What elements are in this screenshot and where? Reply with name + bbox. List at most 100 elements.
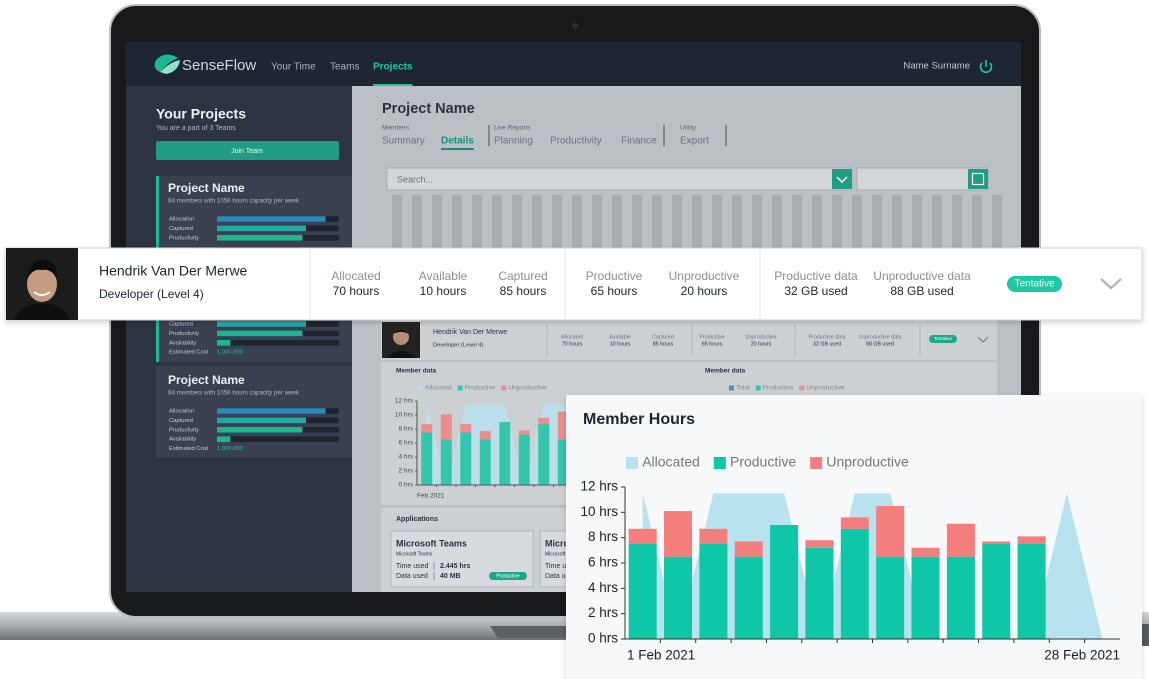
- stat-label-small: Unproductive data: [859, 334, 902, 340]
- project-name: Project Name: [168, 373, 245, 387]
- y-tick-label: 10 hrs: [395, 412, 414, 419]
- stat-value-small: 85 hours: [653, 341, 674, 347]
- bar-segment: [1017, 536, 1046, 544]
- bar-segment: [557, 411, 569, 440]
- calendar-button[interactable]: [968, 169, 988, 189]
- brand: SenseFlow: [182, 57, 256, 74]
- legend-swatch: [799, 385, 805, 391]
- status-pill: [1007, 276, 1062, 292]
- y-tick-label: 12 hrs: [395, 398, 414, 405]
- tab[interactable]: Details: [441, 136, 474, 147]
- metric-bar: [217, 427, 303, 433]
- page-title: Project Name: [382, 101, 475, 117]
- stripe: [952, 195, 962, 248]
- y-tick-label: 4 hrs: [588, 580, 618, 595]
- expand-chevron[interactable]: [1100, 278, 1122, 290]
- stat-label: Captured: [498, 269, 547, 283]
- stripe: [852, 195, 862, 248]
- section-title: Member data: [396, 368, 436, 375]
- stat-value: 88 GB used: [890, 284, 953, 298]
- power-icon[interactable]: [979, 60, 993, 74]
- member-card[interactable]: [5, 247, 1143, 321]
- tab[interactable]: Summary: [382, 136, 425, 147]
- tab-underline: [441, 148, 474, 150]
- x-tick-label: 28 Feb 2021: [1044, 648, 1120, 663]
- member-name-small: Hendrik Van Der Merwe: [433, 329, 507, 336]
- app-name: Microsoft Teams: [396, 538, 467, 548]
- y-tick-label: 12 hrs: [580, 479, 618, 494]
- chart-title: Member Hours: [583, 411, 695, 428]
- project-name: Project Name: [168, 181, 245, 195]
- bar-segment: [1017, 544, 1046, 639]
- bar-segment: [946, 523, 975, 557]
- member-avatar-small: [382, 322, 420, 358]
- project-members: 84 members with 1056 hours capacity per …: [168, 390, 300, 397]
- y-tick-label: 6 hrs: [399, 440, 414, 447]
- legend-swatch: [810, 457, 823, 469]
- tab-group-label: Live Reports: [494, 125, 531, 132]
- sidebar-subtitle: You are a part of 3 Teams: [156, 125, 236, 132]
- bar-segment: [982, 544, 1011, 639]
- legend-swatch: [457, 385, 463, 391]
- stripe: [872, 195, 882, 248]
- stripe: [732, 195, 742, 248]
- stripe: [532, 195, 542, 248]
- tab[interactable]: Productivity: [550, 136, 602, 147]
- legend-swatch: [755, 385, 761, 391]
- nav-item[interactable]: Teams: [330, 62, 359, 73]
- search-input[interactable]: [386, 167, 853, 191]
- legend-swatch: [418, 385, 423, 391]
- metric-label: Captured: [169, 322, 193, 328]
- bar-segment: [440, 439, 452, 485]
- legend-label: Productive: [465, 385, 496, 392]
- stat-value: 70 hours: [333, 284, 380, 298]
- nav-item[interactable]: Your Time: [271, 62, 316, 73]
- tab[interactable]: Finance: [621, 136, 657, 147]
- stat-label-small: Available: [609, 334, 630, 340]
- status-pill-small: [929, 335, 957, 343]
- stripe: [832, 195, 842, 248]
- bar-segment: [518, 434, 530, 485]
- metric-bar: [217, 417, 307, 424]
- bar-segment: [479, 439, 491, 485]
- member-row[interactable]: [381, 320, 997, 360]
- app-row-label: Time used: [396, 563, 429, 570]
- metric-bar: [217, 225, 307, 232]
- stat-label: Productive: [586, 269, 643, 283]
- app-row-label: Data used: [396, 573, 428, 580]
- bar-segment: [911, 547, 940, 557]
- stripe: [712, 195, 722, 248]
- tab[interactable]: Planning: [494, 136, 533, 147]
- stripe: [932, 195, 942, 248]
- stat-value: 65 hours: [591, 284, 638, 298]
- stripe: [672, 195, 682, 248]
- app-tag: [489, 572, 527, 580]
- legend-swatch: [729, 385, 734, 391]
- join-button[interactable]: [156, 141, 339, 160]
- legend-label: Unproductive: [508, 385, 547, 392]
- stripe: [892, 195, 902, 248]
- stripe: [632, 195, 642, 248]
- nav-item[interactable]: Projects: [373, 62, 413, 73]
- y-tick-label: 4 hrs: [399, 454, 414, 461]
- metric-label: Availability: [169, 340, 196, 346]
- bar-segment: [911, 556, 940, 639]
- bar-segment: [982, 541, 1011, 544]
- stripe: [452, 195, 462, 248]
- stat-label-small: Allocated: [561, 334, 583, 340]
- stripe: [492, 195, 502, 248]
- stat-label-small: Productive: [699, 334, 724, 340]
- dropdown-icon: [836, 176, 848, 184]
- y-tick-label: 2 hrs: [588, 605, 618, 620]
- y-tick-label: 2 hrs: [399, 468, 414, 475]
- search-dropdown[interactable]: [832, 169, 852, 189]
- sidebar-title: Your Projects: [156, 106, 246, 122]
- tab[interactable]: Export: [680, 136, 709, 147]
- search-placeholder: Search...: [397, 174, 433, 184]
- y-tick-label: 6 hrs: [588, 555, 618, 570]
- bar-segment: [770, 525, 799, 639]
- metric-track: [217, 436, 339, 442]
- stripe: [412, 195, 422, 248]
- bar-segment: [734, 541, 763, 557]
- bar-segment: [440, 414, 452, 440]
